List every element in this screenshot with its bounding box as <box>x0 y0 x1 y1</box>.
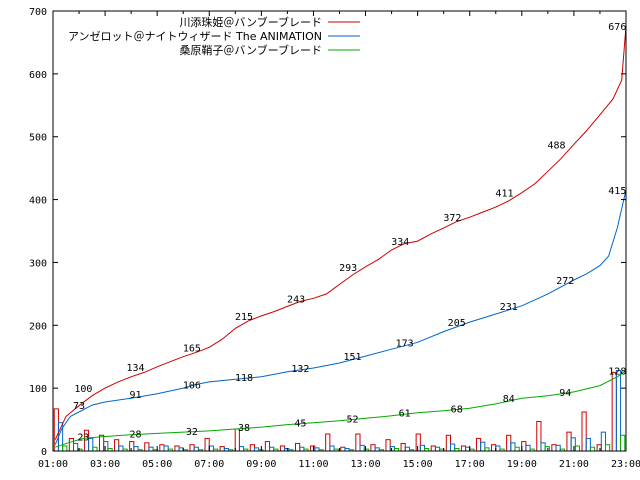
x-tick-label: 23:00 <box>611 459 640 470</box>
series-lines <box>54 26 627 448</box>
legend-label-3: 桑原鞘子＠バンブーブレード <box>179 43 322 57</box>
data-label-series-2: 151 <box>343 352 361 363</box>
legend-label-1: 川添珠姫＠バンブーブレード <box>179 15 322 29</box>
data-label-series-3: 28 <box>129 429 141 440</box>
data-label-series-1: 372 <box>443 213 461 224</box>
x-tick-label: 09:00 <box>246 459 276 470</box>
data-label-series-1: 215 <box>235 312 253 323</box>
x-tick-label: 11:00 <box>298 459 328 470</box>
y-tick-label: 400 <box>29 196 47 207</box>
y-tick-label: 300 <box>29 258 47 269</box>
data-label-series-1: 676 <box>608 22 626 33</box>
series-line-3 <box>55 370 627 448</box>
y-tick-label: 200 <box>29 321 47 332</box>
data-label-series-3: 84 <box>503 394 515 405</box>
data-label-series-3: 38 <box>238 423 250 434</box>
data-label-series-2: 173 <box>396 338 414 349</box>
data-label-series-1: 411 <box>495 189 513 200</box>
data-label-series-2: 91 <box>129 390 141 401</box>
y-tick-label: 0 <box>41 447 47 458</box>
x-tick-label: 13:00 <box>350 459 380 470</box>
data-label-series-3: 23 <box>77 433 89 444</box>
x-tick-label: 15:00 <box>403 459 433 470</box>
data-label-series-3: 68 <box>451 404 463 415</box>
x-axis: 01:00 03:00 05:00 07:00 09:00 11:00 13:00 15:00… <box>38 11 640 470</box>
data-label-series-2: 205 <box>448 318 466 329</box>
data-label-series-1: 243 <box>287 294 305 305</box>
data-label-series-2: 106 <box>183 380 201 391</box>
data-label-series-2: 415 <box>608 186 626 197</box>
data-label-series-3: 61 <box>399 409 411 420</box>
series-line-1 <box>54 26 627 440</box>
data-label-series-3: 128 <box>608 367 626 378</box>
y-tick-label: 600 <box>29 70 47 81</box>
data-label-series-1: 293 <box>339 263 357 274</box>
data-label-series-1: 134 <box>126 363 144 374</box>
x-tick-label: 21:00 <box>559 459 589 470</box>
y-axis: 0 100 200 300 400 500 600 700 <box>29 7 626 458</box>
data-label-series-3: 32 <box>186 427 198 438</box>
y-tick-label: 500 <box>29 133 47 144</box>
data-label-series-1: 100 <box>74 384 92 395</box>
data-label-series-2: 118 <box>235 373 253 384</box>
data-labels: 100 134 165 215 243 293 334 372 411 488 676 73 91 106… <box>73 22 626 443</box>
data-label-series-3: 45 <box>294 419 306 430</box>
data-label-series-2: 73 <box>73 401 85 412</box>
data-label-series-1: 488 <box>548 140 566 151</box>
series-line-2 <box>54 189 627 445</box>
data-label-series-2: 231 <box>500 302 518 313</box>
x-tick-label: 03:00 <box>90 459 120 470</box>
x-tick-label: 01:00 <box>38 459 68 470</box>
data-label-series-3: 52 <box>346 414 358 425</box>
data-label-series-1: 334 <box>391 237 409 248</box>
data-label-series-2: 272 <box>556 276 574 287</box>
x-tick-label: 07:00 <box>194 459 224 470</box>
y-tick-label: 700 <box>29 7 47 18</box>
y-tick-label: 100 <box>29 384 47 395</box>
data-label-series-2: 132 <box>291 364 309 375</box>
legend-label-2: アンゼロット＠ナイトウィザード The ANIMATION <box>68 30 322 43</box>
x-tick-label: 19:00 <box>507 459 537 470</box>
data-label-series-3: 94 <box>559 388 571 399</box>
data-label-series-1: 165 <box>183 343 201 354</box>
x-tick-label: 17:00 <box>455 459 485 470</box>
x-tick-label: 05:00 <box>142 459 172 470</box>
